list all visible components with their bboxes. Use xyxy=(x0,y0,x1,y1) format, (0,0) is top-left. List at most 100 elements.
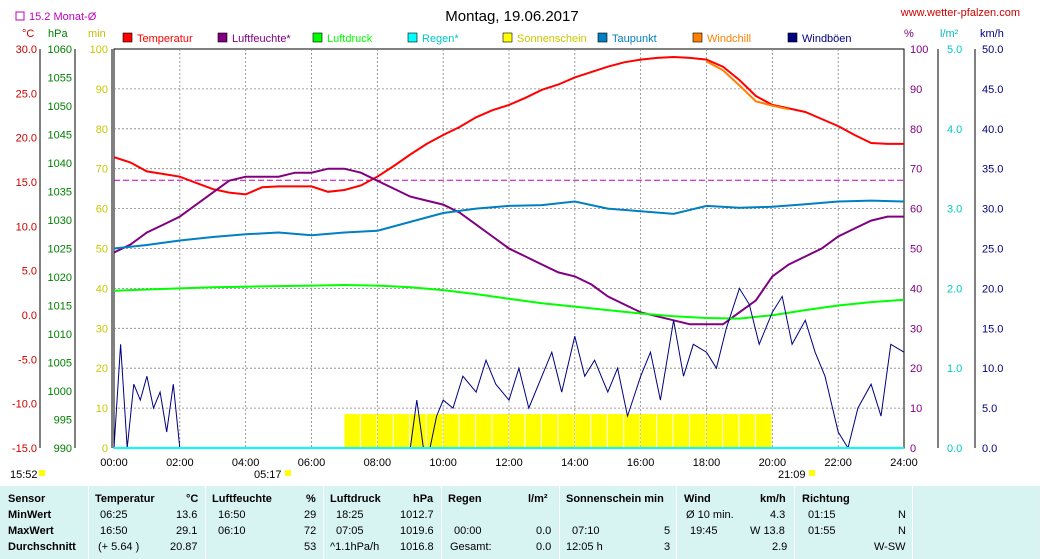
legend-swatch-7 xyxy=(787,32,798,43)
legend-label-7: Windböen xyxy=(802,33,852,45)
website-label[interactable]: www.wetter-pfalzen.com xyxy=(900,7,1020,19)
header-temp-unit: °C xyxy=(186,493,199,505)
legend-swatch-5 xyxy=(597,32,608,43)
sunshine-bar xyxy=(541,414,558,448)
weather-chart: Montag, 19.06.2017 www.wetter-pfalzen.co… xyxy=(0,0,1058,486)
minutes-tick-label: 40 xyxy=(96,283,108,295)
minutes-tick-label: 90 xyxy=(96,84,108,96)
wind-tick-label: 50.0 xyxy=(982,44,1003,56)
series-line-windchill xyxy=(706,60,790,111)
legend-label-2: Luftdruck xyxy=(327,33,373,45)
sunshine-bar xyxy=(591,414,607,448)
sunshine-bar xyxy=(360,414,377,448)
header-wind-unit: km/h xyxy=(760,493,786,505)
wind-tick-label: 5.0 xyxy=(982,403,997,415)
row-min-dir-time: 01:15 xyxy=(808,509,836,521)
row-min-label: MinWert xyxy=(8,509,52,521)
row-avg-rain-label: Gesamt: xyxy=(450,541,492,553)
minutes-tick-label: 70 xyxy=(96,164,108,176)
sunrise-label: 05:17 xyxy=(254,469,282,481)
monthly-avg-swatch xyxy=(15,11,25,21)
legend-label-0: Temperatur xyxy=(137,33,193,45)
row-min-temp-value: 13.6 xyxy=(176,509,198,521)
x-tick-label: 04:00 xyxy=(232,457,260,469)
percent-tick-label: 100 xyxy=(910,44,928,56)
row-avg-temp-value: 20.87 xyxy=(170,541,198,553)
x-tick-label: 14:00 xyxy=(561,457,589,469)
row-max-wind-value: W 13.8 xyxy=(750,525,785,537)
chart-axes: 30.0 25.0 20.0 15.0 10.0 5.0 0.0 -5.0 -10.0 -15.0… xyxy=(12,44,1004,455)
chart-plot-area xyxy=(39,55,905,476)
sunshine-bar xyxy=(574,414,591,448)
row-max-dir-value: N xyxy=(898,525,906,537)
legend-label-5: Taupunkt xyxy=(612,33,657,45)
row-avg-sun-total: 12:05 h xyxy=(566,541,603,553)
wind-tick-label: 10.0 xyxy=(982,363,1003,375)
chart-legend: Temperatur Luftfeuchte* Luftdruck Regen* Son… xyxy=(122,32,852,45)
minutes-tick-label: 20 xyxy=(96,363,108,375)
rain-tick-label: 3.0 xyxy=(947,204,962,216)
rain-tick-label: 2.0 xyxy=(947,283,962,295)
percent-tick-label: 50 xyxy=(910,244,922,256)
x-tick-label: 20:00 xyxy=(759,457,787,469)
minutes-tick-label: 80 xyxy=(96,124,108,136)
series-line-taupunkt xyxy=(113,199,905,250)
pressure-tick-label: 995 xyxy=(54,415,72,427)
minutes-tick-label: 60 xyxy=(96,204,108,216)
unit-pressure: hPa xyxy=(48,28,68,40)
minutes-tick-label: 100 xyxy=(90,44,108,56)
legend-swatch-1 xyxy=(217,32,228,43)
legend-swatch-4 xyxy=(502,32,513,43)
sunshine-bar xyxy=(344,414,360,448)
row-avg-label: Durchschnitt xyxy=(8,541,76,553)
wind-tick-label: 45.0 xyxy=(982,84,1003,96)
sunshine-bar xyxy=(739,414,755,448)
sunshine-bar xyxy=(706,414,722,448)
sunshine-bar xyxy=(558,414,574,448)
sunshine-bar xyxy=(607,414,624,448)
row-min-wind-label: Ø 10 min. xyxy=(686,509,734,521)
header-pressure: Luftdruck xyxy=(330,493,381,505)
minutes-tick-label: 30 xyxy=(96,323,108,335)
chart-background xyxy=(0,0,1058,486)
pressure-tick-label: 990 xyxy=(54,443,72,455)
temp-tick-label: -15.0 xyxy=(12,443,37,455)
row-min-dir-value: N xyxy=(898,509,906,521)
temp-tick-label: 10.0 xyxy=(16,221,37,233)
row-max-rain-time: 00:00 xyxy=(454,525,482,537)
chart-title: Montag, 19.06.2017 xyxy=(445,8,578,25)
temp-tick-label: -5.0 xyxy=(18,354,37,366)
pressure-tick-label: 1010 xyxy=(48,329,72,341)
header-humidity: Luftfeuchte xyxy=(212,493,272,505)
percent-tick-label: 80 xyxy=(910,124,922,136)
row-max-dir-time: 01:55 xyxy=(808,525,836,537)
pressure-tick-label: 1060 xyxy=(48,44,72,56)
sunshine-bar xyxy=(525,414,541,448)
unit-wind: km/h xyxy=(980,28,1004,40)
row-avg-dir-value: W-SW xyxy=(874,541,906,553)
monthly-avg-label: 15.2 Monat-Ø xyxy=(29,11,97,23)
temp-tick-label: 30.0 xyxy=(16,44,37,56)
header-sunshine: Sonnenschein min xyxy=(566,493,664,505)
row-max-wind-time: 19:45 xyxy=(690,525,718,537)
other-time-label: 15:52 xyxy=(10,469,38,481)
row-avg-press-value: 1016.8 xyxy=(400,541,434,553)
minutes-tick-label: 50 xyxy=(96,244,108,256)
header-pressure-unit: hPa xyxy=(413,493,434,505)
stats-table: Sensor Temperatur °C Luftfeuchte % Luftd… xyxy=(0,486,1040,559)
x-tick-label: 16:00 xyxy=(627,457,655,469)
series-line-luftdruck xyxy=(113,283,905,320)
pressure-tick-label: 1015 xyxy=(48,301,72,313)
temp-tick-label: 25.0 xyxy=(16,88,37,100)
pressure-tick-label: 1050 xyxy=(48,101,72,113)
x-tick-label: 10:00 xyxy=(429,457,457,469)
legend-swatch-0 xyxy=(122,32,133,43)
header-rain-unit: l/m² xyxy=(528,493,548,505)
row-min-press-time: 18:25 xyxy=(336,509,364,521)
unit-percent: % xyxy=(904,28,914,40)
row-avg-hum-value: 53 xyxy=(304,541,317,553)
wind-tick-label: 25.0 xyxy=(982,244,1003,256)
percent-tick-label: 10 xyxy=(910,403,922,415)
sunshine-bar xyxy=(640,414,657,448)
row-max-press-time: 07:05 xyxy=(336,525,364,537)
